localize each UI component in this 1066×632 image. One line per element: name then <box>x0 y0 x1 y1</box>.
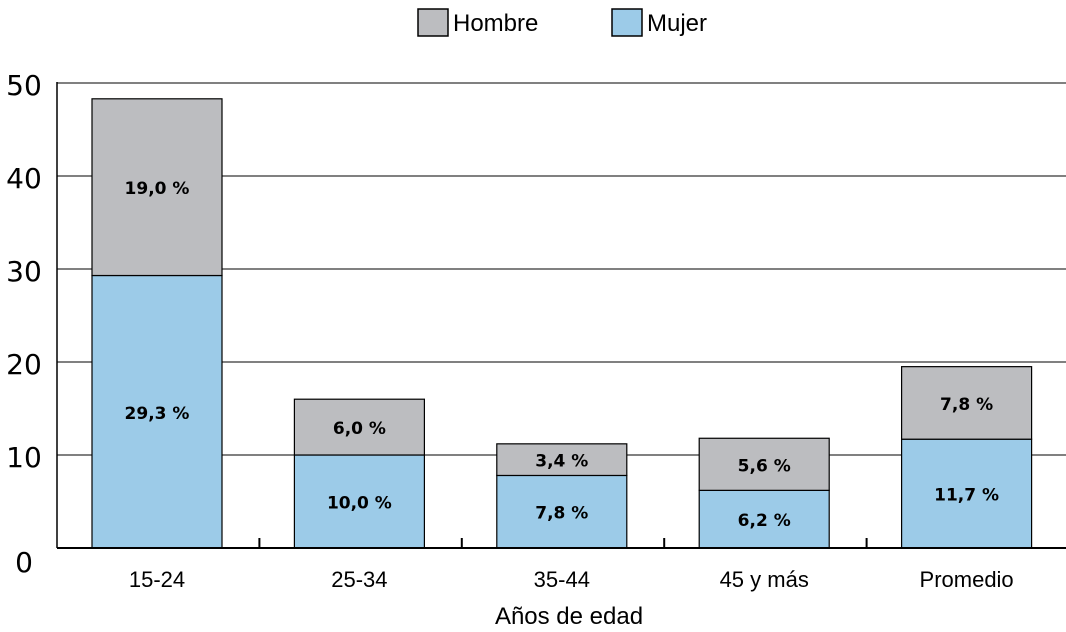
y-tick-label: 0 <box>15 546 33 579</box>
legend-swatch-hombre <box>417 8 449 37</box>
bar-segment-hombre <box>496 443 628 477</box>
bar-segment-mujer <box>900 438 1033 549</box>
data-label: 6,2 % <box>738 511 791 531</box>
legend-label-hombre: Hombre <box>453 10 538 37</box>
bar-segment-mujer <box>698 489 830 549</box>
data-label: 19,0 % <box>125 179 190 199</box>
x-tick-label: Promedio <box>920 567 1014 592</box>
legend: Hombre Mujer <box>417 8 707 37</box>
data-label: 29,3 % <box>125 404 190 424</box>
x-axis-title: Años de edad <box>495 603 643 630</box>
y-tick-label: 30 <box>6 255 42 288</box>
y-tick-label: 50 <box>6 69 42 102</box>
y-tick-label: 40 <box>6 162 42 195</box>
data-label: 10,0 % <box>327 494 392 514</box>
data-label: 7,8 % <box>940 395 993 415</box>
data-label: 7,8 % <box>535 504 588 524</box>
gridlines <box>57 82 1066 456</box>
x-tick-label: 35-44 <box>534 567 590 592</box>
data-labels: 29,3 % 19,0 % 10,0 % 6,0 % 7,8 % 3,4 % 6,2 % 5,… <box>125 179 1000 531</box>
x-tick-label: 15-24 <box>129 567 185 592</box>
bar-segment-hombre <box>293 398 425 456</box>
data-label: 11,7 % <box>934 486 999 506</box>
x-tick-label: 25-34 <box>331 567 387 592</box>
legend-label-mujer: Mujer <box>647 10 707 37</box>
axes: 0 10 20 30 40 50 15-24 25-34 35-44 45 y más Promed… <box>6 69 1066 592</box>
data-label: 5,6 % <box>738 456 791 476</box>
bars <box>91 98 1033 549</box>
y-tick-label: 10 <box>6 441 42 474</box>
bar-segment-hombre <box>900 366 1033 440</box>
bar-segment-hombre <box>698 437 830 491</box>
legend-swatch-mujer <box>611 8 643 37</box>
bar-segment-mujer <box>91 274 223 549</box>
x-tick-label: 45 y más <box>720 567 809 592</box>
bar-segment-hombre <box>91 98 223 277</box>
data-label: 6,0 % <box>333 419 386 439</box>
y-tick-label: 20 <box>6 348 42 381</box>
data-label: 3,4 % <box>535 452 588 472</box>
